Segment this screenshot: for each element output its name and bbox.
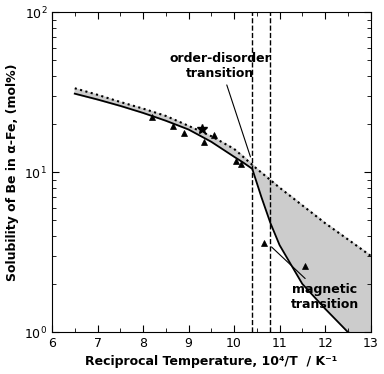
Y-axis label: Solubility of Be in α-Fe, (mol%): Solubility of Be in α-Fe, (mol%) <box>5 64 18 281</box>
Text: order-disorder
transition: order-disorder transition <box>169 52 271 157</box>
X-axis label: Reciprocal Temperature, 10⁴/T  / K⁻¹: Reciprocal Temperature, 10⁴/T / K⁻¹ <box>85 355 338 368</box>
Text: magnetic
transition: magnetic transition <box>271 247 359 311</box>
